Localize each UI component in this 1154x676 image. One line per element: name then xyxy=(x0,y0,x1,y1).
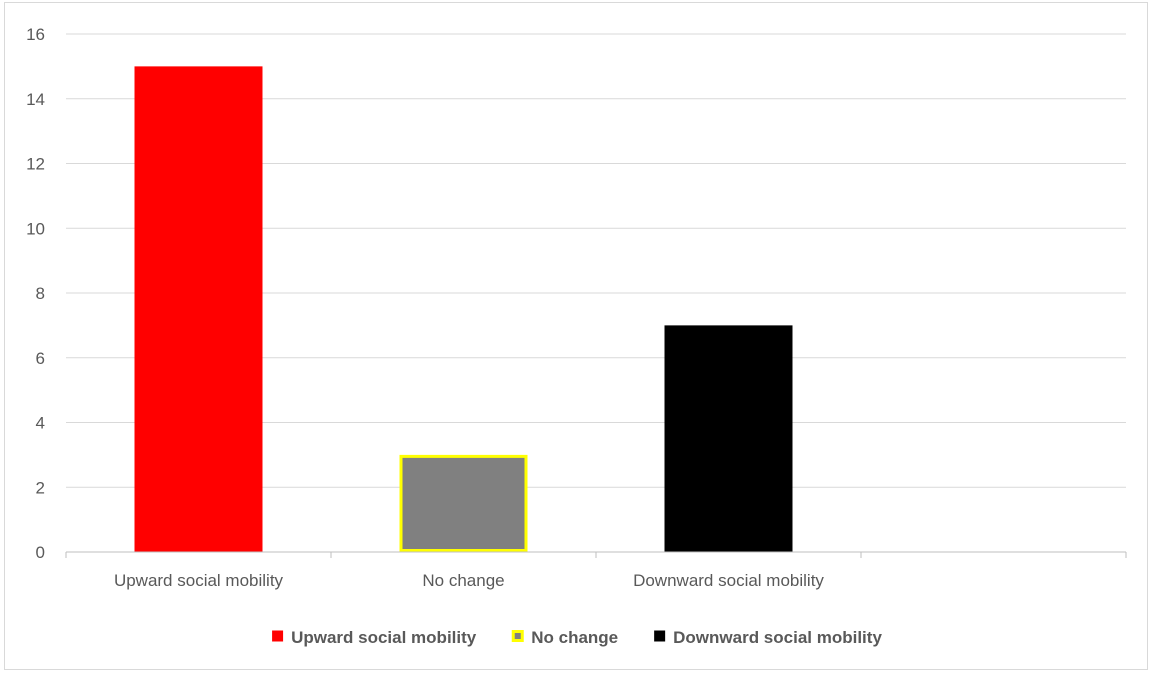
x-tick-label: Upward social mobility xyxy=(114,571,284,590)
bar-no-change xyxy=(399,454,528,552)
legend-item-no-change: No change xyxy=(511,628,618,647)
x-axis-ticks: Upward social mobility No change Downward … xyxy=(114,571,824,590)
y-tick-label: 0 xyxy=(36,543,45,562)
legend-swatch xyxy=(511,630,524,642)
legend-item-upward-social-mobility: Upward social mobility xyxy=(272,628,477,647)
x-tick-label: No change xyxy=(422,571,504,590)
legend: Upward social mobility No change Downward … xyxy=(272,628,882,647)
y-tick-label: 6 xyxy=(36,349,45,368)
y-tick-label: 10 xyxy=(26,219,45,238)
legend-label: Downward social mobility xyxy=(673,628,882,647)
legend-swatch xyxy=(654,630,666,642)
x-axis xyxy=(65,551,1127,558)
y-tick-label: 8 xyxy=(36,284,45,303)
bar-chart: 0 2 4 6 8 10 12 14 16 Upward social mobility No c… xyxy=(26,25,1127,647)
bars xyxy=(134,66,793,552)
bar-upward-social-mobility xyxy=(134,66,263,552)
bar-downward-social-mobility xyxy=(664,325,793,552)
chart-frame: 0 2 4 6 8 10 12 14 16 Upward social mobility No c… xyxy=(4,2,1148,670)
legend-swatch xyxy=(272,630,284,642)
y-tick-label: 16 xyxy=(26,25,45,44)
x-tick-label: Downward social mobility xyxy=(633,571,824,590)
y-tick-label: 2 xyxy=(36,478,45,497)
legend-label: Upward social mobility xyxy=(291,628,477,647)
y-tick-label: 4 xyxy=(36,414,45,433)
y-tick-label: 14 xyxy=(26,90,45,109)
legend-label: No change xyxy=(531,628,618,647)
legend-item-downward-social-mobility: Downward social mobility xyxy=(654,628,882,647)
y-axis-ticks: 0 2 4 6 8 10 12 14 16 xyxy=(26,25,45,562)
y-tick-label: 12 xyxy=(26,155,45,174)
